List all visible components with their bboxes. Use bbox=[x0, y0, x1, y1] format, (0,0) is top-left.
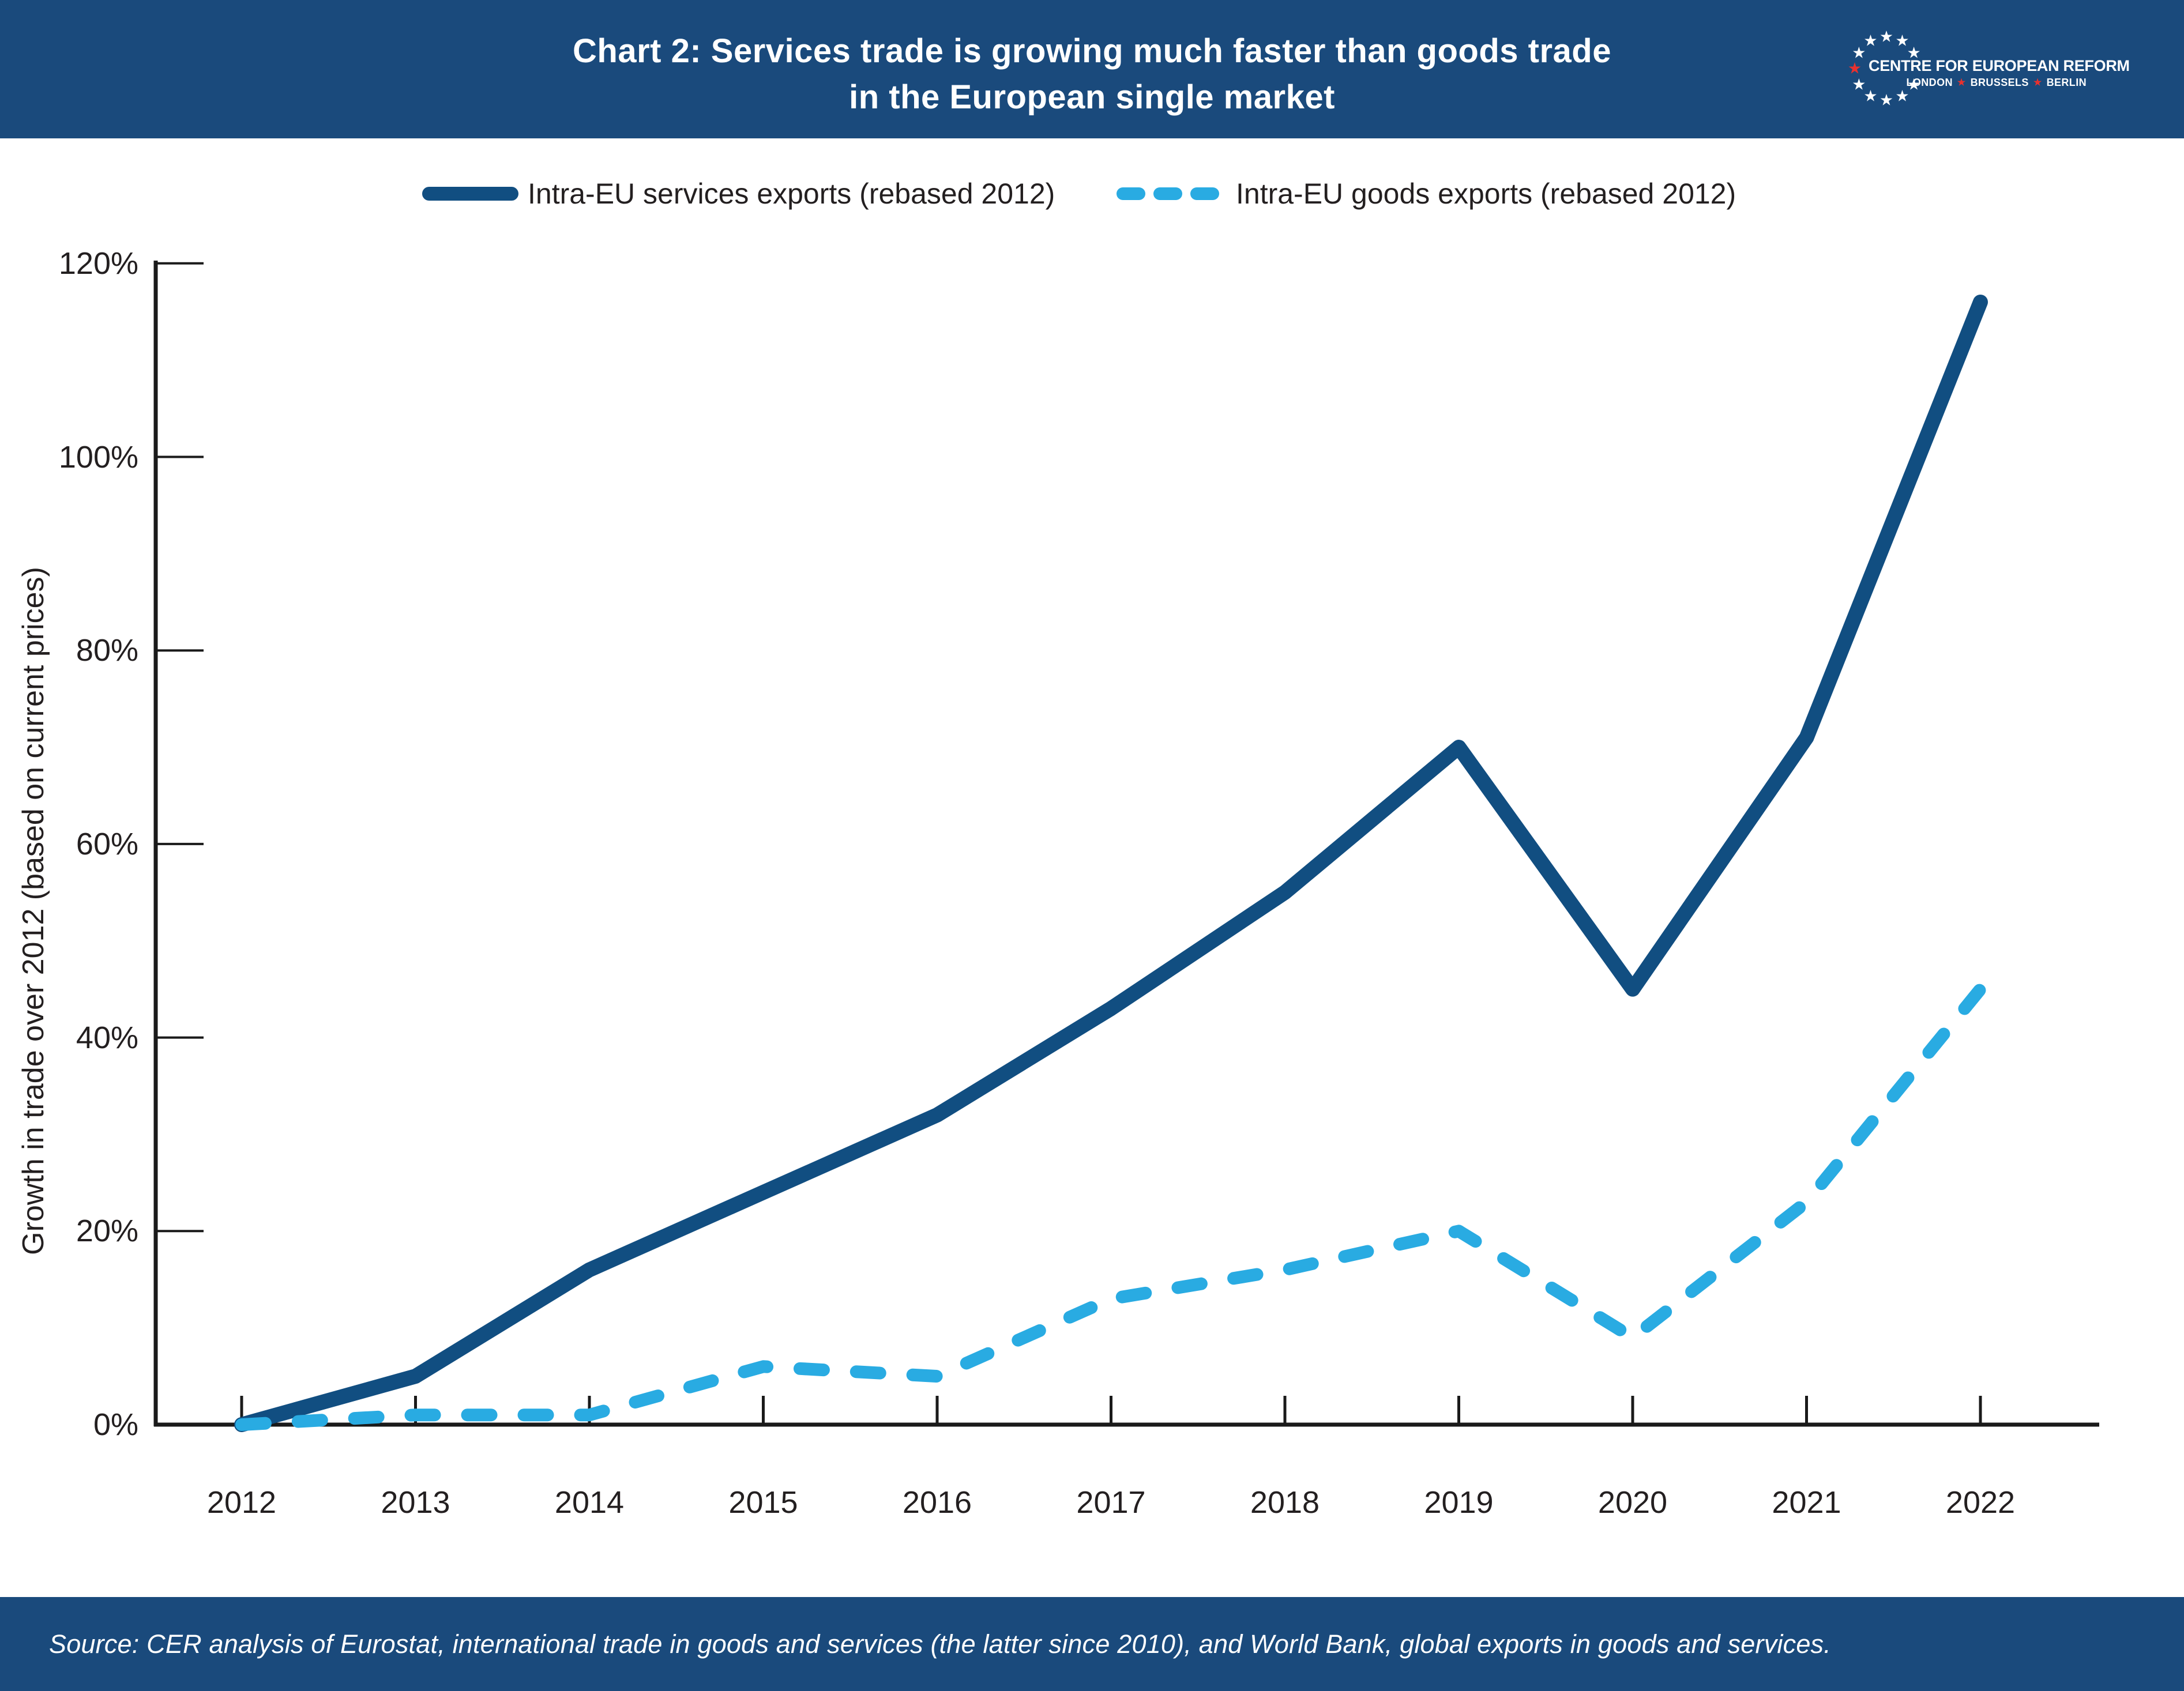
y-axis-tick-label: 80% bbox=[76, 633, 138, 668]
chart-title: Chart 2: Services trade is growing much … bbox=[0, 0, 2184, 138]
footer-bar: Source: CER analysis of Eurostat, intern… bbox=[0, 1597, 2184, 1691]
source-note: Source: CER analysis of Eurostat, intern… bbox=[49, 1629, 1831, 1659]
x-axis-tick-label: 2016 bbox=[902, 1485, 972, 1520]
y-axis-tick-label: 0% bbox=[93, 1407, 138, 1442]
services-exports-line bbox=[234, 294, 1988, 1432]
logo-star-separator-icon: ★ bbox=[1957, 78, 1966, 88]
logo-city-label: BRUSSELS bbox=[1970, 77, 2029, 88]
logo-wordmark: CENTRE FOR EUROPEAN REFORM bbox=[1869, 57, 2130, 74]
logo-star-icon: ★ bbox=[1895, 87, 1909, 105]
legend-swatch-services-line bbox=[422, 187, 518, 201]
goods-exports-line bbox=[235, 982, 1987, 1431]
legend-swatch-goods-line bbox=[1117, 187, 1219, 200]
x-axis-tick-label: 2012 bbox=[206, 1485, 277, 1520]
y-axis-tick-label: 40% bbox=[76, 1020, 138, 1055]
logo-star-icon: ★ bbox=[1852, 76, 1866, 93]
y-axis-tick-label: 120% bbox=[58, 246, 138, 281]
logo-star-icon: ★ bbox=[1907, 76, 1921, 93]
x-axis-tick-label: 2015 bbox=[728, 1485, 798, 1520]
legend-label-goods: Intra-EU goods exports (rebased 2012) bbox=[1236, 178, 1736, 210]
logo-star-icon: ★ bbox=[1863, 87, 1878, 105]
logo-star-icon: ★ bbox=[1907, 44, 1921, 61]
logo-star-separator-icon: ★ bbox=[2033, 78, 2042, 88]
logo-star-icon: ★ bbox=[1895, 32, 1909, 50]
chart-title-line1: Chart 2: Services trade is growing much … bbox=[573, 32, 1611, 70]
y-axis-tick-label: 60% bbox=[76, 826, 138, 861]
x-axis-tick-label: 2017 bbox=[1076, 1485, 1146, 1520]
header-bar: Chart 2: Services trade is growing much … bbox=[0, 0, 2184, 138]
logo-star-icon: ★ bbox=[1847, 59, 1862, 77]
logo-star-icon: ★ bbox=[1863, 32, 1878, 50]
logo-star-icon: ★ bbox=[1879, 91, 1894, 109]
logo-star-icon: ★ bbox=[1852, 44, 1866, 61]
x-axis-tick-label: 2021 bbox=[1772, 1485, 1841, 1520]
cer-logo: ★ ★ ★ ★ ★ ★ ★ ★ ★ ★ ★ CENTRE FOR EUROPEAN REFORM L… bbox=[1844, 0, 2130, 138]
y-axis-tick-label: 20% bbox=[76, 1214, 138, 1249]
x-axis-tick-label: 2014 bbox=[554, 1485, 625, 1520]
x-axis-tick-label: 2013 bbox=[381, 1485, 450, 1520]
legend-label-services: Intra-EU services exports (rebased 2012) bbox=[528, 178, 1055, 210]
x-axis-tick-label: 2018 bbox=[1250, 1485, 1320, 1520]
x-axis-tick-label: 2022 bbox=[1945, 1485, 2016, 1520]
logo-city-label: BERLIN bbox=[2046, 77, 2087, 88]
logo-star-icon: ★ bbox=[1879, 28, 1894, 46]
logo-cities: LONDON ★ BRUSSELS ★ BERLIN bbox=[1906, 77, 2087, 89]
y-axis-tick-label: 100% bbox=[58, 439, 138, 474]
x-axis-tick-label: 2020 bbox=[1597, 1485, 1668, 1520]
x-axis-tick-label: 2019 bbox=[1424, 1485, 1494, 1520]
chart-title-line2: in the European single market bbox=[849, 78, 1335, 116]
y-axis-title: Growth in trade over 2012 (based on curr… bbox=[17, 567, 50, 1255]
logo-city-label: LONDON bbox=[1906, 77, 1953, 88]
